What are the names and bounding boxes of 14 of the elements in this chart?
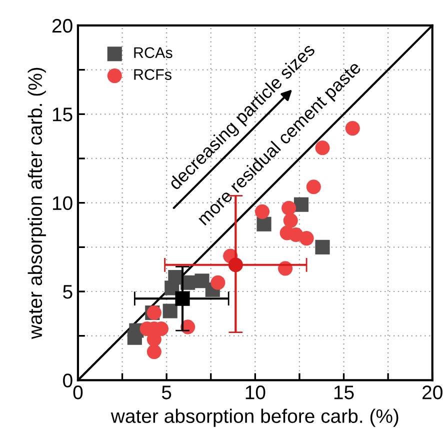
- y-tick-label: 15: [52, 108, 72, 122]
- y-axis-title: water absorption after carb. (%): [28, 68, 46, 340]
- y-tick-label: 20: [52, 18, 72, 33]
- x-tick-label: 0: [73, 386, 83, 400]
- x-tick-label: 15: [334, 386, 354, 400]
- x-tick-label: 5: [162, 386, 172, 400]
- x-tick-label: 20: [422, 386, 442, 400]
- legend-label: RCAs: [134, 47, 172, 58]
- x-axis-title: water absorption before carb. (%): [110, 408, 398, 427]
- y-tick-label: 10: [52, 196, 72, 210]
- x-tick-label: 10: [246, 386, 266, 400]
- y-tick-label: 5: [63, 285, 72, 299]
- y-tick-label: 0: [63, 374, 72, 388]
- legend-label: RCFs: [134, 69, 172, 80]
